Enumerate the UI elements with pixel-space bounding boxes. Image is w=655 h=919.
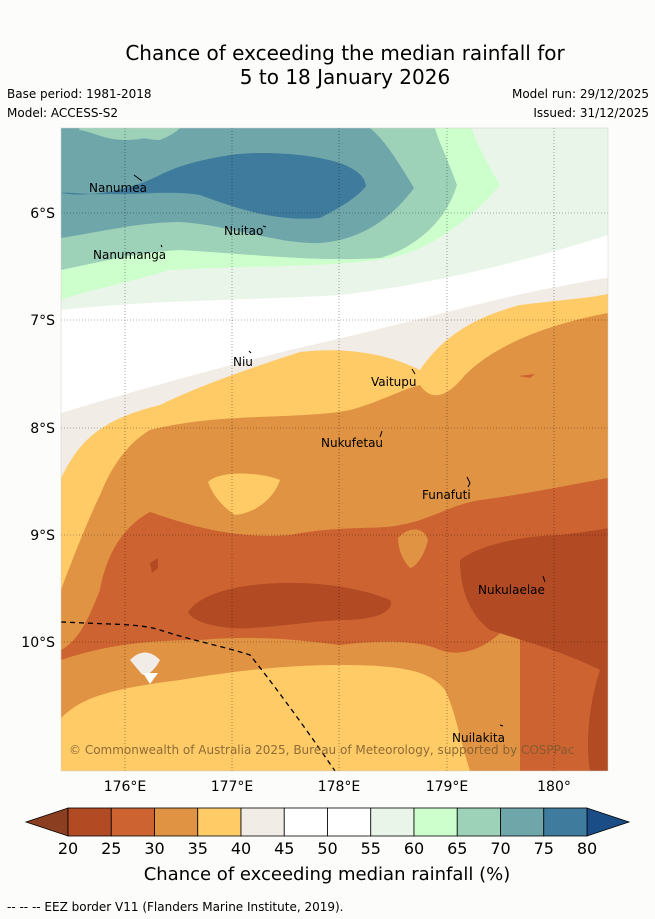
colorbar-segment [543,807,588,837]
lon-label: 179°E [426,779,469,795]
lon-label: 178°E [318,779,361,795]
colorbar-high-extension [586,807,631,837]
colorbar-tick-label: 55 [361,839,381,858]
lat-label: 6°S [30,206,55,222]
colorbar-segment [110,807,155,837]
plot-frame [60,127,609,772]
place-label: Niu [233,355,253,369]
colorbar-tick-label: 75 [534,839,554,858]
colorbar-segment [197,807,242,837]
title-line-2: 5 to 18 January 2026 [239,65,451,89]
contour-65-70-north [120,128,180,140]
colorbar-tick-label: 20 [58,839,78,858]
contour-30-35-spot [398,529,428,568]
island-outlines [133,174,546,727]
contour-75-80 [61,153,366,219]
lat-label: 9°S [30,528,55,544]
contour-70-75-corner [61,128,80,165]
island-nukufetau [379,430,383,438]
model-name: Model: ACCESS-S2 [7,106,119,120]
colorbar-low-extension [24,807,69,837]
copyright-notice: © Commonwealth of Australia 2025, Bureau… [69,743,574,757]
colorbar-tick-label: 30 [144,839,164,858]
eez-legend: -- -- -- EEZ border V11 (Flanders Marine… [7,900,344,914]
island-niu [248,350,252,354]
colorbar-tick-label: 25 [101,839,121,858]
island-funafuti [466,476,471,488]
colorbar: 20 25 30 35 40 45 50 55 60 65 70 75 80 [24,807,631,858]
colorbar-tick-label: 50 [317,839,337,858]
place-label: Nanumea [89,181,147,195]
latitude-labels: 6°S 7°S 8°S 9°S 10°S [21,206,55,651]
lat-label: 7°S [30,313,55,329]
island-nanumanga [160,244,163,248]
lon-label: 180° [537,779,571,795]
contour-20-25-west [188,582,391,629]
colorbar-tick-label: 70 [490,839,510,858]
colorbar-segment [283,807,328,837]
colorbar-segment [500,807,545,837]
place-label: Nukufetau [321,436,383,450]
contour-fills [61,128,608,771]
colorbar-segments [67,807,588,837]
lon-label: 177°E [211,779,254,795]
colorbar-label: Chance of exceeding median rainfall (%) [144,864,511,885]
place-label: Nuitao [224,224,263,238]
place-label: Nuilakita [452,731,505,745]
colorbar-segment [240,807,285,837]
contour-35-40-south [61,665,470,771]
island-nanumea [133,174,143,182]
place-names: Nanumea Nuitao Nanumanga Niu Vaitupu Nuk… [89,181,545,745]
colorbar-ticks: 20 25 30 35 40 45 50 55 60 65 70 75 80 [58,839,597,858]
colorbar-segment [154,807,199,837]
place-label: Nukulaelae [478,583,545,597]
lat-label: 8°S [30,421,55,437]
colorbar-tick-label: 35 [188,839,208,858]
title-line-1: Chance of exceeding the median rainfall … [125,41,565,65]
base-period: Base period: 1981-2018 [7,87,152,101]
colorbar-segment [327,807,372,837]
colorbar-segment [456,807,501,837]
island-nuitao [262,225,267,228]
contour-35-40-island [208,473,280,515]
contour-20-25-spot [150,558,158,573]
lon-label: 176°E [104,779,147,795]
model-run: Model run: 29/12/2025 [511,87,649,101]
colorbar-tick-label: 60 [404,839,424,858]
gridlines [61,128,608,771]
place-label: Nanumanga [93,248,166,262]
island-vaitupu [411,368,416,375]
colorbar-tick-label: 40 [231,839,251,858]
island-nukulaelae [542,575,546,583]
issued-date: Issued: 31/12/2025 [533,106,649,120]
colorbar-tick-label: 65 [447,839,467,858]
lat-label: 10°S [21,635,55,651]
contour-25-30-spot [518,374,535,378]
colorbar-tick-label: 45 [274,839,294,858]
colorbar-segment [370,807,415,837]
contour-20-25-east [460,528,608,771]
colorbar-tick-label: 80 [577,839,597,858]
longitude-labels: 176°E 177°E 178°E 179°E 180° [104,779,571,795]
eez-border [60,621,336,772]
place-label: Vaitupu [371,375,417,389]
contour-40-45-spot [130,652,160,675]
island-nuilakita [499,724,504,727]
contour-white-spot [143,673,158,684]
colorbar-segment [413,807,458,837]
colorbar-segment [67,807,112,837]
place-label: Funafuti [422,488,471,502]
